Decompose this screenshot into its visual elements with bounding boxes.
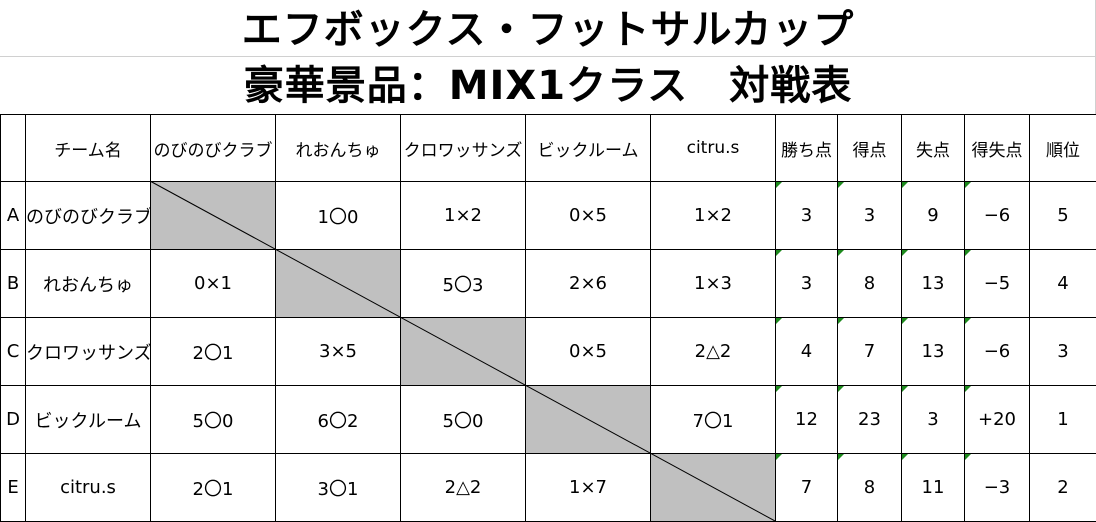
- header-goals-for[interactable]: 得点: [838, 115, 902, 182]
- win-points-cell[interactable]: 12: [776, 386, 838, 454]
- result-cell[interactable]: 2△2: [651, 318, 776, 386]
- win-points-cell[interactable]: 3: [776, 182, 838, 250]
- goals-against-cell[interactable]: 13: [902, 250, 965, 318]
- result-cell[interactable]: 0×1: [151, 250, 276, 318]
- header-row: チーム名 のびのびクラブ れおんちゅ クロワッサンズ ビックルーム citru.…: [1, 115, 1096, 182]
- result-cell[interactable]: 3×5: [276, 318, 401, 386]
- goal-diff-cell[interactable]: −5: [965, 250, 1030, 318]
- result-cell[interactable]: 2〇1: [151, 318, 276, 386]
- goals-for-cell[interactable]: 8: [838, 250, 902, 318]
- team-name-cell[interactable]: クロワッサンズ: [26, 318, 151, 386]
- result-cell[interactable]: 7〇1: [651, 386, 776, 454]
- row-letter[interactable]: D: [1, 386, 26, 454]
- result-cell[interactable]: 2〇1: [151, 454, 276, 522]
- row-letter[interactable]: E: [1, 454, 26, 522]
- result-cell[interactable]: 2△2: [401, 454, 526, 522]
- rank-cell[interactable]: 1: [1030, 386, 1096, 454]
- goals-against-cell[interactable]: 3: [902, 386, 965, 454]
- goal-diff-cell[interactable]: −3: [965, 454, 1030, 522]
- match-table: チーム名 のびのびクラブ れおんちゅ クロワッサンズ ビックルーム citru.…: [0, 114, 1096, 522]
- rank-cell[interactable]: 4: [1030, 250, 1096, 318]
- row-letter[interactable]: B: [1, 250, 26, 318]
- goals-for-cell[interactable]: 8: [838, 454, 902, 522]
- result-cell[interactable]: 1×2: [651, 182, 776, 250]
- result-cell[interactable]: 2×6: [526, 250, 651, 318]
- header-goals-against[interactable]: 失点: [902, 115, 965, 182]
- header-rank[interactable]: 順位: [1030, 115, 1096, 182]
- rank-cell[interactable]: 2: [1030, 454, 1096, 522]
- result-cell[interactable]: 0×5: [526, 318, 651, 386]
- win-points-cell[interactable]: 7: [776, 454, 838, 522]
- table-row: D ビックルーム 5〇0 6〇2 5〇0 7〇1 12 23 3 +20 1: [1, 386, 1096, 454]
- goals-against-cell[interactable]: 11: [902, 454, 965, 522]
- table-row: C クロワッサンズ 2〇1 3×5 0×5 2△2 4 7 13 −6 3: [1, 318, 1096, 386]
- result-cell[interactable]: 5〇0: [401, 386, 526, 454]
- rank-cell[interactable]: 3: [1030, 318, 1096, 386]
- rank-cell[interactable]: 5: [1030, 182, 1096, 250]
- header-win-points[interactable]: 勝ち点: [776, 115, 838, 182]
- team-name-cell[interactable]: のびのびクラブ: [26, 182, 151, 250]
- title-divider: [0, 56, 1096, 57]
- goal-diff-cell[interactable]: −6: [965, 318, 1030, 386]
- goal-diff-cell[interactable]: +20: [965, 386, 1030, 454]
- result-cell[interactable]: 1×7: [526, 454, 651, 522]
- result-cell[interactable]: 1×3: [651, 250, 776, 318]
- goals-for-cell[interactable]: 23: [838, 386, 902, 454]
- self-match-cell[interactable]: [276, 250, 401, 318]
- result-cell[interactable]: 1〇0: [276, 182, 401, 250]
- win-points-cell[interactable]: 4: [776, 318, 838, 386]
- title-line-1: エフボックス・フットサルカップ: [0, 2, 1096, 58]
- table-row: E citru.s 2〇1 3〇1 2△2 1×7 7 8 11 −3 2: [1, 454, 1096, 522]
- team-name-cell[interactable]: citru.s: [26, 454, 151, 522]
- header-opponent-c[interactable]: クロワッサンズ: [401, 115, 526, 182]
- table-row: A のびのびクラブ 1〇0 1×2 0×5 1×2 3 3 9 −6 5: [1, 182, 1096, 250]
- self-match-cell[interactable]: [526, 386, 651, 454]
- goal-diff-cell[interactable]: −6: [965, 182, 1030, 250]
- result-cell[interactable]: 3〇1: [276, 454, 401, 522]
- goals-for-cell[interactable]: 7: [838, 318, 902, 386]
- result-cell[interactable]: 0×5: [526, 182, 651, 250]
- table-row: B れおんちゅ 0×1 5〇3 2×6 1×3 3 8 13 −5 4: [1, 250, 1096, 318]
- header-opponent-e[interactable]: citru.s: [651, 115, 776, 182]
- header-opponent-b[interactable]: れおんちゅ: [276, 115, 401, 182]
- row-letter[interactable]: A: [1, 182, 26, 250]
- title-line-2: 豪華景品：MIX1クラス 対戦表: [0, 58, 1096, 114]
- team-name-cell[interactable]: ビックルーム: [26, 386, 151, 454]
- goals-for-cell[interactable]: 3: [838, 182, 902, 250]
- goals-against-cell[interactable]: 13: [902, 318, 965, 386]
- result-cell[interactable]: 1×2: [401, 182, 526, 250]
- result-cell[interactable]: 5〇3: [401, 250, 526, 318]
- result-cell[interactable]: 5〇0: [151, 386, 276, 454]
- goals-against-cell[interactable]: 9: [902, 182, 965, 250]
- team-name-cell[interactable]: れおんちゅ: [26, 250, 151, 318]
- header-team-name[interactable]: チーム名: [26, 115, 151, 182]
- result-cell[interactable]: 6〇2: [276, 386, 401, 454]
- header-opponent-d[interactable]: ビックルーム: [526, 115, 651, 182]
- header-goal-diff[interactable]: 得失点: [965, 115, 1030, 182]
- self-match-cell[interactable]: [651, 454, 776, 522]
- self-match-cell[interactable]: [401, 318, 526, 386]
- self-match-cell[interactable]: [151, 182, 276, 250]
- win-points-cell[interactable]: 3: [776, 250, 838, 318]
- header-opponent-a[interactable]: のびのびクラブ: [151, 115, 276, 182]
- row-letter[interactable]: C: [1, 318, 26, 386]
- corner-cell[interactable]: [1, 115, 26, 182]
